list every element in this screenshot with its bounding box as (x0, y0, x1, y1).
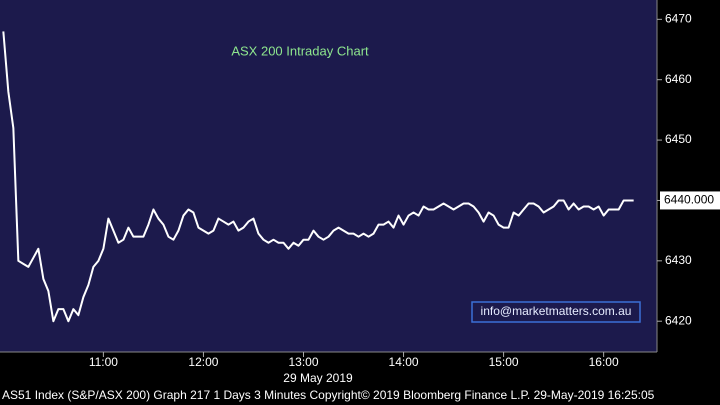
x-tick-label: 16:00 (589, 355, 619, 369)
footer: AS51 Index (S&P/ASX 200) Graph 217 1 Day… (2, 388, 655, 402)
x-tick-label: 15:00 (489, 355, 519, 369)
plot-area (0, 0, 657, 352)
annotation-box (471, 301, 641, 323)
chart-title: ASX 200 Intraday Chart (231, 43, 369, 58)
x-tick-label: 14:00 (389, 355, 419, 369)
last-price-label: 6440.000 (664, 193, 714, 207)
y-tick-label: 6420 (665, 313, 692, 327)
annotation: info@marketmatters.com.au (481, 304, 632, 318)
last-price-box (660, 191, 720, 210)
x-tick-label: 11:00 (89, 355, 118, 369)
price-line (2, 31, 634, 323)
y-tick-label: 6460 (665, 72, 692, 86)
y-tick-label: 6450 (665, 132, 692, 146)
x-tick-label: 13:00 (288, 355, 318, 369)
y-tick-label: 6430 (665, 253, 692, 267)
x-tick-label: 12:00 (188, 355, 218, 369)
y-tick-label: 6470 (665, 11, 692, 25)
x-axis-label: 29 May 2019 (283, 371, 353, 385)
